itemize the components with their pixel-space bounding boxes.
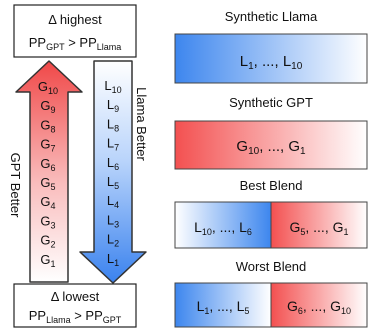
llama-rank-item: L8: [107, 116, 119, 133]
gpt-rank-item: G7: [40, 137, 55, 154]
gpt-rank-item: G9: [40, 98, 55, 115]
synthetic-gpt-sequence: G10, ..., G1: [236, 138, 306, 157]
synthetic-llama-panel: Synthetic Llama L1, ..., L10: [174, 9, 368, 84]
worst-blend-gpt-sequence: G6, ..., G10: [287, 298, 351, 316]
gpt-rank-item: G6: [40, 156, 55, 173]
gpt-rank-list: G10 G9 G8 G7 G6 G5 G4 G3 G2 G1: [38, 79, 58, 269]
llama-rank-item: L10: [104, 78, 121, 95]
gpt-better-label: GPT Better: [8, 153, 23, 218]
top-box-title: Δ highest: [48, 12, 102, 27]
gpt-rank-item: G2: [40, 233, 55, 250]
gpt-rank-item: G10: [38, 79, 58, 96]
gpt-rank-item: G4: [40, 194, 55, 211]
llama-rank-item: L1: [107, 251, 119, 268]
llama-better-label: Llama Better: [134, 87, 149, 161]
gpt-rank-item: G3: [40, 213, 55, 230]
worst-blend-title: Worst Blend: [236, 259, 307, 274]
gpt-better-arrow: G10 G9 G8 G7 G6 G5 G4 G3 G2 G1: [15, 60, 83, 283]
synthetic-gpt-panel: Synthetic GPT G10, ..., G1: [174, 95, 368, 170]
bottom-box-inequality: PPLlama > PPGPT: [29, 308, 122, 325]
top-box-inequality: PPGPT > PPLlama: [29, 35, 122, 52]
gpt-rank-item: G5: [40, 175, 55, 192]
bottom-box-title: Δ lowest: [51, 289, 100, 304]
llama-rank-item: L7: [107, 136, 119, 153]
llama-rank-item: L4: [107, 193, 119, 210]
worst-blend-llama-sequence: L1, ..., L5: [197, 298, 250, 316]
best-blend-llama-sequence: L10, ..., L6: [194, 219, 252, 237]
llama-rank-item: L3: [107, 212, 119, 229]
synthetic-gpt-title: Synthetic GPT: [229, 95, 313, 110]
llama-rank-item: L2: [107, 232, 119, 249]
llama-rank-item: L5: [107, 174, 119, 191]
synthetic-llama-sequence: L1, ..., L10: [240, 53, 303, 72]
synthetic-llama-title: Synthetic Llama: [225, 9, 318, 24]
gpt-rank-item: G1: [40, 252, 55, 269]
llama-rank-item: L6: [107, 155, 119, 172]
worst-blend-panel: Worst Blend L1, ..., L5 G6, ..., G10: [174, 259, 368, 328]
best-blend-panel: Best Blend L10, ..., L6 G5, ..., G1: [174, 178, 368, 249]
best-blend-title: Best Blend: [240, 178, 303, 193]
llama-rank-item: L9: [107, 97, 119, 114]
top-box: Δ highest PPGPT > PPLlama: [13, 4, 137, 58]
bottom-box: Δ lowest PPLlama > PPGPT: [13, 283, 137, 328]
gpt-rank-item: G8: [40, 117, 55, 134]
llama-rank-list: L10 L9 L8 L7 L6 L5 L4 L3 L2 L1: [104, 78, 121, 268]
best-blend-gpt-sequence: G5, ..., G1: [289, 219, 348, 237]
llama-better-arrow: L10 L9 L8 L7 L6 L5 L4 L3 L2 L1: [79, 60, 147, 284]
